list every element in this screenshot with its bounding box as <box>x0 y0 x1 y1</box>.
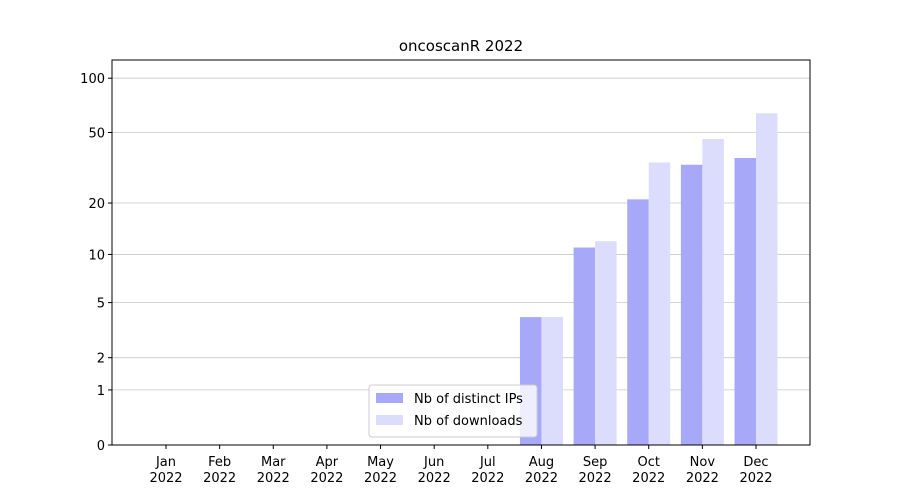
bar <box>648 162 671 445</box>
y-tick-label: 0 <box>97 439 105 454</box>
x-tick-label: Jun 2022 <box>418 455 451 486</box>
y-tick-label: 20 <box>88 197 105 212</box>
chart-title: oncoscanR 2022 <box>399 37 523 55</box>
plot-frame <box>111 59 811 446</box>
bar <box>756 113 778 446</box>
bar <box>734 158 756 445</box>
legend-label: Nb of downloads <box>414 414 523 429</box>
y-tick-label: 10 <box>88 248 105 263</box>
bar <box>541 317 563 445</box>
y-tick-label: 50 <box>88 127 105 142</box>
x-tick-label: Nov 2022 <box>686 455 719 486</box>
x-tick-label: Aug 2022 <box>525 455 558 486</box>
legend: Nb of distinct IPs Nb of downloads <box>368 384 538 438</box>
bar <box>595 241 617 445</box>
bar <box>702 139 724 445</box>
bar <box>627 199 649 445</box>
y-tick-label: 5 <box>97 297 105 312</box>
legend-box <box>368 384 538 438</box>
bar <box>573 247 596 445</box>
y-tick-label: 1 <box>97 384 105 399</box>
x-tick-label: Oct 2022 <box>632 455 665 486</box>
legend-swatch <box>376 415 403 425</box>
x-tick-label: Jul 2022 <box>471 455 504 486</box>
x-tick-label: Dec 2022 <box>739 455 772 486</box>
x-tick-label: Sep 2022 <box>579 455 612 486</box>
y-tick-label: 2 <box>97 352 105 367</box>
x-tick-label: Apr 2022 <box>310 455 343 486</box>
legend-label: Nb of distinct IPs <box>414 392 523 407</box>
x-tick-label: Jan 2022 <box>149 455 182 486</box>
x-tick-label: May 2022 <box>364 455 397 486</box>
x-tick-label: Mar 2022 <box>257 455 290 486</box>
y-tick-label: 100 <box>80 72 105 87</box>
x-tick-label: Feb 2022 <box>203 455 236 486</box>
legend-swatch <box>376 393 403 403</box>
bar <box>680 164 703 445</box>
